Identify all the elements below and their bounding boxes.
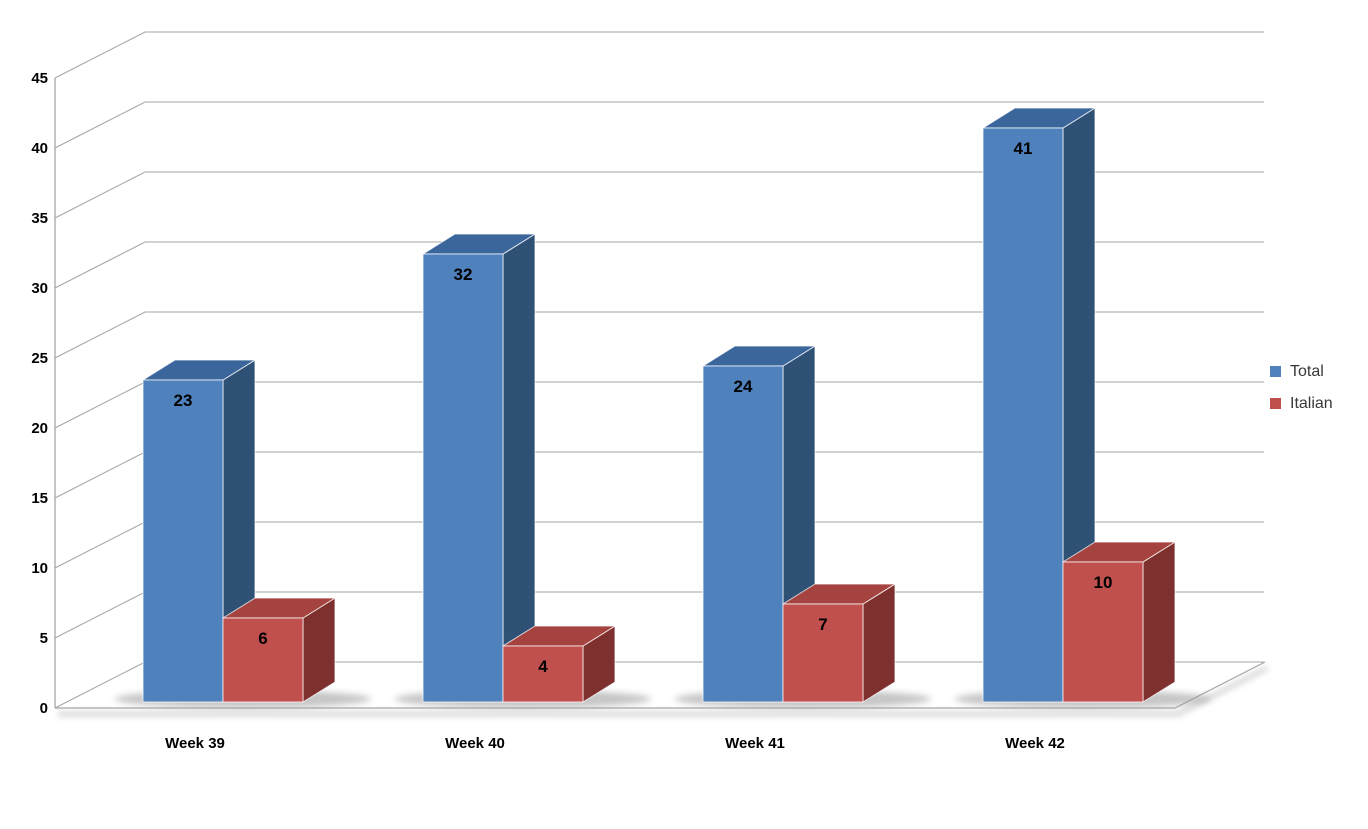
x-axis-label: Week 42	[1005, 735, 1065, 752]
legend-item-italian[interactable]: Italian	[1270, 395, 1333, 413]
y-tick-label: 10	[31, 560, 48, 577]
x-axis-label: Week 40	[445, 735, 505, 752]
y-tick-label: 35	[31, 210, 48, 227]
bar-front-face	[422, 253, 504, 703]
bar-front-face	[502, 645, 584, 703]
legend-label-total: Total	[1290, 363, 1324, 380]
bar-value-label: 23	[174, 391, 193, 410]
bar-front-face	[142, 379, 224, 703]
x-axis-label: Week 41	[725, 735, 785, 752]
bar-value-label: 7	[818, 615, 827, 634]
y-tick-label: 30	[31, 280, 48, 297]
bar-value-label: 32	[454, 265, 473, 284]
bar-value-label: 41	[1014, 139, 1033, 158]
legend-label-italian: Italian	[1290, 394, 1333, 412]
bar-value-label: 10	[1094, 573, 1113, 592]
y-tick-label: 0	[40, 700, 48, 717]
y-tick-label: 25	[31, 350, 48, 367]
bar-value-label: 4	[538, 657, 548, 676]
y-tick-label: 5	[40, 630, 48, 647]
bar-italian-week-42[interactable]: 10	[1062, 541, 1176, 703]
bar-italian-week-41[interactable]: 7	[782, 583, 896, 703]
y-tick-label: 45	[31, 70, 48, 87]
gridline	[54, 311, 1264, 359]
axis-labels-group: 0 5 10 15 20 25 30 35 40 45 Week 39 Week 40 Week 41 W…	[31, 70, 1065, 752]
legend: Total Italian	[1270, 363, 1333, 412]
bars-group: 23 6 32 4 24 7 41 10	[142, 107, 1176, 703]
floor-edge	[55, 661, 1266, 709]
floor-shadow	[58, 666, 1268, 716]
bar-italian-week-39[interactable]: 6	[222, 597, 336, 703]
legend-swatch-italian-icon	[1270, 397, 1281, 409]
legend-swatch-total-icon	[1270, 366, 1281, 378]
bar-total-week-40[interactable]: 32	[422, 233, 536, 703]
bar-front-face	[982, 127, 1064, 703]
bar-side-face	[862, 583, 896, 703]
bar-value-label: 24	[734, 377, 753, 396]
bar-front-face	[1062, 561, 1144, 703]
gridline	[54, 241, 1264, 289]
bar-front-face	[222, 617, 304, 703]
bar-total-week-42[interactable]: 41	[982, 107, 1096, 703]
gridline	[54, 101, 1264, 149]
bar-italian-week-40[interactable]: 4	[502, 625, 616, 703]
bar-front-face	[782, 603, 864, 703]
y-tick-label: 40	[31, 140, 48, 157]
gridline	[54, 171, 1264, 219]
bar-side-face	[1142, 541, 1176, 703]
x-axis-label: Week 39	[165, 735, 225, 752]
legend-item-total[interactable]: Total	[1270, 363, 1333, 381]
bar-front-face	[702, 365, 784, 703]
bar-value-label: 6	[258, 629, 267, 648]
y-tick-label: 15	[31, 490, 48, 507]
gridline	[54, 31, 1264, 79]
y-tick-label: 20	[31, 420, 48, 437]
